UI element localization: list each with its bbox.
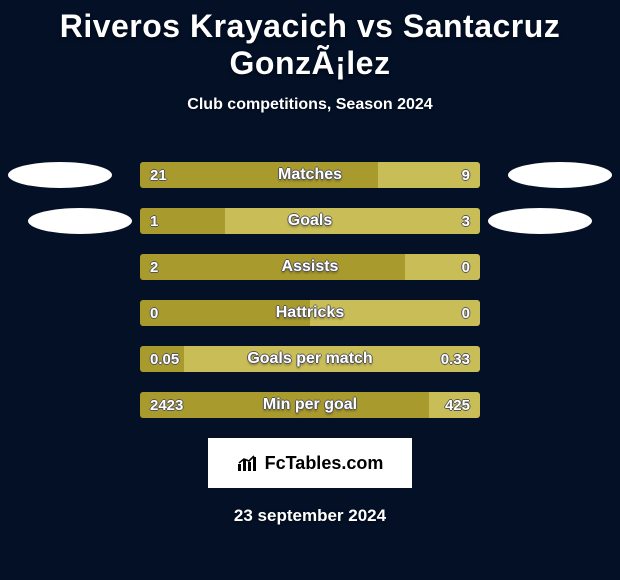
stat-bar: Matches219 [140,162,480,188]
page-subtitle: Club competitions, Season 2024 [0,96,620,114]
stat-row: Hattricks00 [0,300,620,326]
chart-icon [237,454,259,472]
stat-bar: Goals per match0.050.33 [140,346,480,372]
bar-segment-left [140,346,184,372]
player-right-marker [508,162,612,188]
bar-segment-left [140,300,310,326]
player-right-marker [488,208,592,234]
stat-row: Goals13 [0,208,620,234]
bar-segment-left [140,392,429,418]
stat-bar: Hattricks00 [140,300,480,326]
bar-segment-right [184,346,480,372]
stat-row: Goals per match0.050.33 [0,346,620,372]
player-left-marker [8,162,112,188]
stat-bar: Assists20 [140,254,480,280]
branding-text: FcTables.com [265,453,384,474]
stat-bar: Min per goal2423425 [140,392,480,418]
page-title: Riveros Krayacich vs Santacruz GonzÃ¡lez [0,0,620,82]
bar-segment-right [310,300,480,326]
bar-segment-right [429,392,480,418]
stat-row: Assists20 [0,254,620,280]
stat-row: Matches219 [0,162,620,188]
stat-bar: Goals13 [140,208,480,234]
bar-segment-right [378,162,480,188]
bar-segment-left [140,254,405,280]
bar-segment-right [405,254,480,280]
branding-badge: FcTables.com [208,438,412,488]
bar-segment-left [140,162,378,188]
comparison-chart: Matches219 Goals13 Assists20 Hattricks00 Goa… [0,162,620,418]
stat-row: Min per goal2423425 [0,392,620,418]
player-left-marker [28,208,132,234]
date-text: 23 september 2024 [0,506,620,526]
bar-segment-right [225,208,480,234]
bar-segment-left [140,208,225,234]
